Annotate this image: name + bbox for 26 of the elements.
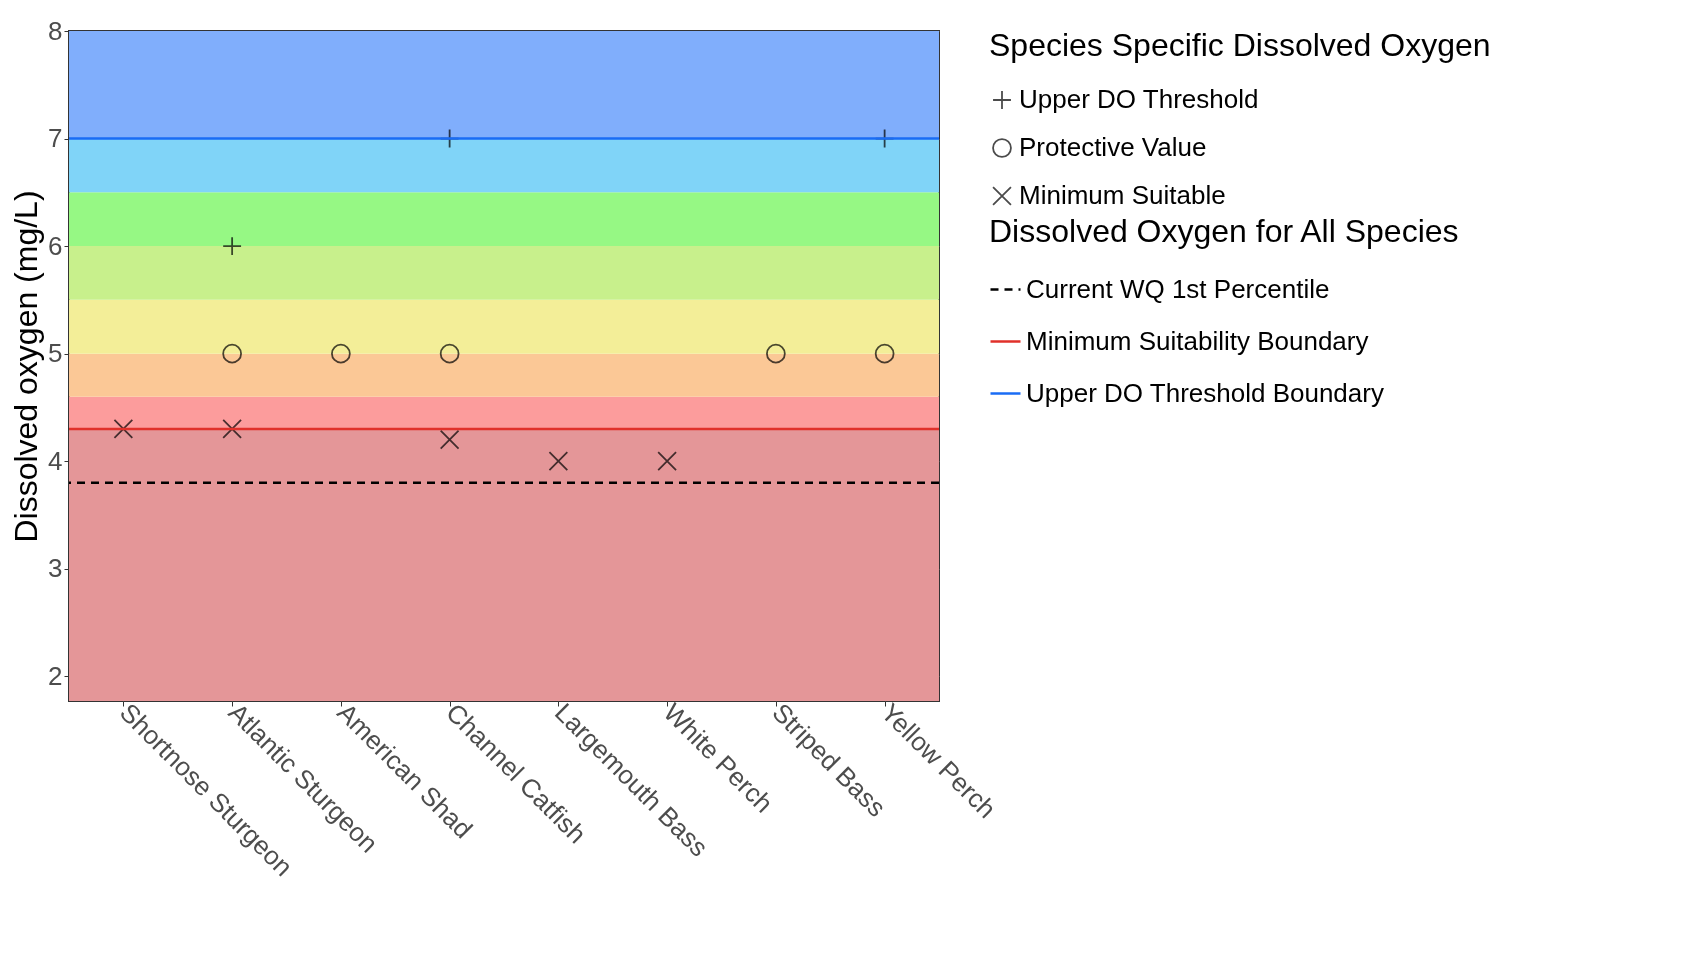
point xyxy=(874,343,895,364)
point xyxy=(439,429,460,450)
legend-label: Upper DO Threshold Boundary xyxy=(1026,377,1384,408)
legend-title: Species Specific Dissolved Oxygen xyxy=(989,27,1491,63)
y-tick-label: 6 xyxy=(48,230,63,261)
point xyxy=(113,419,134,439)
y-tick-label: 7 xyxy=(48,123,63,154)
legend-label: Minimum Suitable xyxy=(1019,180,1226,210)
point xyxy=(331,343,351,364)
point xyxy=(439,343,460,364)
y-tick-label: 2 xyxy=(48,660,63,691)
point xyxy=(222,343,242,364)
point xyxy=(657,451,677,472)
legend-label: Current WQ 1st Percentile xyxy=(1026,273,1330,304)
y-axis-title: Dissolved oxygen (mg/L) xyxy=(8,190,45,543)
legend-label: Protective Value xyxy=(1019,132,1207,162)
y-tick-label: 4 xyxy=(48,445,63,476)
y-tick-label: 5 xyxy=(48,338,63,369)
point xyxy=(222,419,242,439)
y-tick-label: 3 xyxy=(48,553,63,584)
y-tick-label: 8 xyxy=(48,15,63,46)
point xyxy=(766,343,786,364)
legend-label: Minimum Suitability Boundary xyxy=(1026,325,1369,356)
point xyxy=(548,451,569,472)
text: Dissolved Oxygen for All Species xyxy=(989,213,1459,249)
legend-label: Upper DO Threshold xyxy=(1019,84,1259,114)
